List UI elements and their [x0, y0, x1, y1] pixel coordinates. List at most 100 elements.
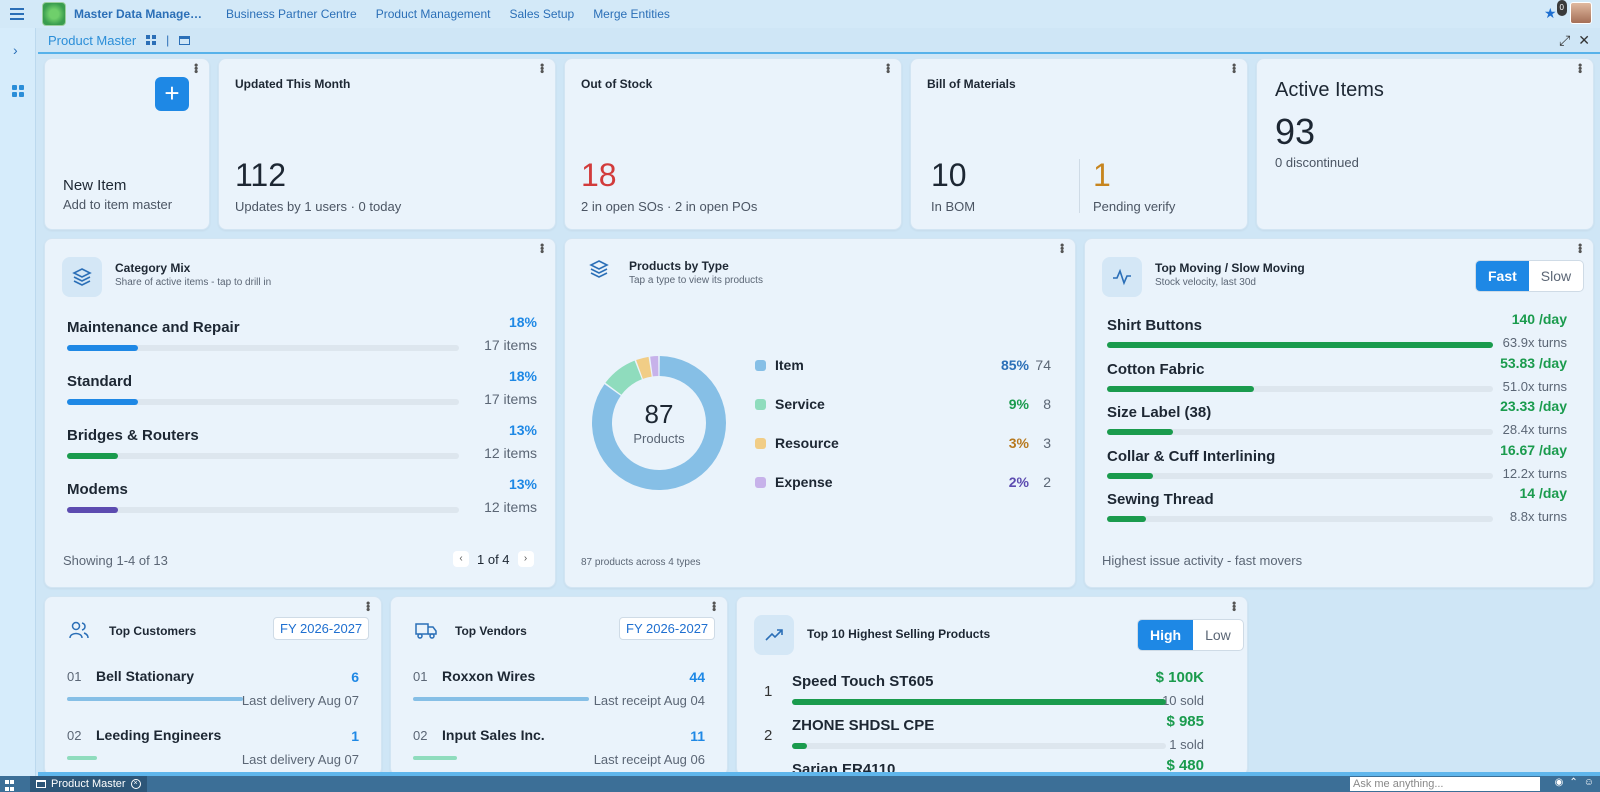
expand-up-icon[interactable]: ⌃ — [1569, 777, 1578, 788]
donut-total: 87 — [644, 399, 674, 429]
new-item-card[interactable]: ••• + New Item Add to item master — [44, 58, 210, 230]
donut-slice-item[interactable] — [592, 356, 726, 490]
person-icon[interactable]: ☺ — [1583, 777, 1594, 788]
more-icon[interactable]: ••• — [707, 601, 721, 611]
category-count: 12 items — [484, 499, 537, 515]
nav-product-management[interactable]: Product Management — [375, 7, 491, 21]
category-row[interactable]: Maintenance and Repair 18% 17 items — [67, 314, 537, 369]
product-sales-row[interactable]: 2 ZHONE SHDSL CPE $ 985 1 sold — [764, 713, 1204, 763]
category-bar-track — [67, 345, 459, 351]
donut-slice-expense[interactable] — [650, 356, 659, 377]
customer-row[interactable]: 02 Leeding Engineers 1 Last delivery Aug 07 — [67, 727, 359, 778]
product-sales-value: $ 985 — [1166, 713, 1204, 730]
updated-card[interactable]: ••• Updated This Month 112 Updates by 1 … — [218, 58, 556, 230]
moving-item-row[interactable]: Size Label (38) 23.33 /day 28.4x turns — [1107, 398, 1567, 448]
prev-page-button[interactable]: ‹ — [453, 551, 469, 567]
taskbar-item-product-master[interactable]: Product Master × — [30, 776, 147, 792]
scroll-indicator — [38, 772, 1600, 776]
fast-button[interactable]: Fast — [1476, 261, 1529, 291]
slow-button[interactable]: Slow — [1540, 268, 1572, 284]
category-count: 17 items — [484, 391, 537, 407]
type-legend-row[interactable]: Expense 2% 2 — [755, 474, 1051, 494]
dashboard-icon[interactable] — [12, 85, 24, 97]
nav-merge-entities[interactable]: Merge Entities — [593, 7, 670, 21]
moving-bar-track — [1107, 472, 1493, 479]
grid-view-icon[interactable] — [146, 35, 157, 45]
expand-icon[interactable]: ⤢ — [1559, 32, 1571, 48]
partner-bar-fill — [413, 756, 457, 760]
moving-item-row[interactable]: Cotton Fabric 53.83 /day 51.0x turns — [1107, 355, 1567, 405]
type-swatch — [755, 399, 766, 410]
category-row[interactable]: Modems 13% 12 items — [67, 476, 537, 531]
vendor-row[interactable]: 01 Roxxon Wires 44 Last receipt Aug 04 — [413, 668, 705, 719]
moving-item-row[interactable]: Shirt Buttons 140 /day 63.9x turns — [1107, 311, 1567, 361]
start-icon[interactable] — [0, 776, 20, 792]
close-icon[interactable]: × — [130, 779, 141, 789]
card-title: Out of Stock — [581, 77, 653, 91]
window-icon[interactable] — [179, 35, 191, 45]
partner-bar-fill — [67, 756, 97, 760]
active-title: Active Items — [1275, 79, 1384, 101]
donut-slice-resource[interactable] — [636, 356, 652, 379]
more-icon[interactable]: ••• — [1573, 243, 1587, 253]
type-legend-row[interactable]: Service 9% 8 — [755, 396, 1051, 416]
fiscal-year-select[interactable]: FY 2026-2027 — [619, 617, 716, 640]
product-sales-row[interactable]: 1 Speed Touch ST605 $ 100K 10 sold — [764, 669, 1204, 719]
top-nav: Business Partner Centre Product Manageme… — [226, 7, 689, 21]
moving-item-name: Size Label (38) — [1107, 404, 1212, 421]
bom-sub: In BOM — [931, 199, 976, 214]
close-icon[interactable]: ✕ — [1578, 32, 1590, 48]
more-icon[interactable]: ••• — [1573, 63, 1587, 73]
nav-business-partner-centre[interactable]: Business Partner Centre — [226, 7, 357, 21]
chevron-right-icon[interactable]: › — [13, 42, 18, 58]
window-icon — [36, 780, 46, 788]
assistant-icon[interactable]: ◉ — [1554, 777, 1564, 788]
out-of-stock-card[interactable]: ••• Out of Stock 18 2 in open SOs · 2 in… — [564, 58, 902, 230]
more-icon[interactable]: ••• — [535, 243, 549, 253]
notification-icon[interactable]: ★ 0 — [1544, 0, 1567, 21]
nav-sales-setup[interactable]: Sales Setup — [509, 7, 575, 21]
activity-icon — [1102, 257, 1142, 297]
more-icon[interactable]: ••• — [1055, 243, 1069, 253]
donut-slice-service[interactable] — [605, 360, 642, 395]
moving-item-row[interactable]: Sewing Thread 14 /day 8.8x turns — [1107, 485, 1567, 535]
more-icon[interactable]: ••• — [189, 63, 203, 73]
moving-item-turns: 8.8x turns — [1509, 509, 1567, 524]
rank-number: 02 — [413, 728, 428, 743]
users-icon — [69, 621, 89, 644]
more-icon[interactable]: ••• — [1227, 601, 1241, 611]
type-percent: 3% — [1008, 435, 1029, 451]
vendor-row[interactable]: 02 Input Sales Inc. 11 Last receipt Aug 06 — [413, 727, 705, 778]
app-title[interactable]: Master Data Manage… — [74, 7, 203, 21]
more-icon[interactable]: ••• — [535, 63, 549, 73]
category-row[interactable]: Bridges & Routers 13% 12 items — [67, 422, 537, 477]
type-legend-row[interactable]: Resource 3% 3 — [755, 435, 1051, 455]
add-icon[interactable]: + — [155, 77, 189, 111]
partner-bar-track — [413, 756, 589, 760]
moving-item-turns: 28.4x turns — [1502, 422, 1567, 437]
category-bar-fill — [67, 507, 118, 513]
next-page-button[interactable]: › — [517, 551, 534, 567]
type-legend-row[interactable]: Item 85% 74 — [755, 357, 1051, 377]
customer-row[interactable]: 01 Bell Stationary 6 Last delivery Aug 07 — [67, 668, 359, 719]
high-button[interactable]: High — [1138, 620, 1194, 650]
category-label: Maintenance and Repair — [67, 319, 240, 336]
avatar[interactable] — [1570, 2, 1592, 24]
type-percent: 2% — [1008, 474, 1029, 490]
low-button[interactable]: Low — [1205, 627, 1231, 643]
more-icon[interactable]: ••• — [881, 63, 895, 73]
ask-input[interactable]: Ask me anything... — [1350, 777, 1540, 791]
moving-item-name: Collar & Cuff Interlining — [1107, 447, 1276, 465]
bom-card[interactable]: ••• Bill of Materials 10 In BOM 1 Pendin… — [910, 58, 1248, 230]
fiscal-year-select[interactable]: FY 2026-2027 — [273, 617, 370, 640]
layers-icon — [589, 259, 609, 284]
tab-product-master[interactable]: Product Master — [48, 32, 137, 48]
active-items-card[interactable]: ••• Active Items 93 0 discontinued — [1256, 58, 1594, 230]
trending-up-icon — [754, 615, 794, 655]
moving-item-row[interactable]: Collar & Cuff Interlining 16.67 /day 12.2x… — [1107, 442, 1567, 492]
donut-chart[interactable] — [589, 353, 729, 493]
more-icon[interactable]: ••• — [361, 601, 375, 611]
category-row[interactable]: Standard 18% 17 items — [67, 368, 537, 423]
more-icon[interactable]: ••• — [1227, 63, 1241, 73]
menu-icon[interactable] — [0, 0, 34, 28]
